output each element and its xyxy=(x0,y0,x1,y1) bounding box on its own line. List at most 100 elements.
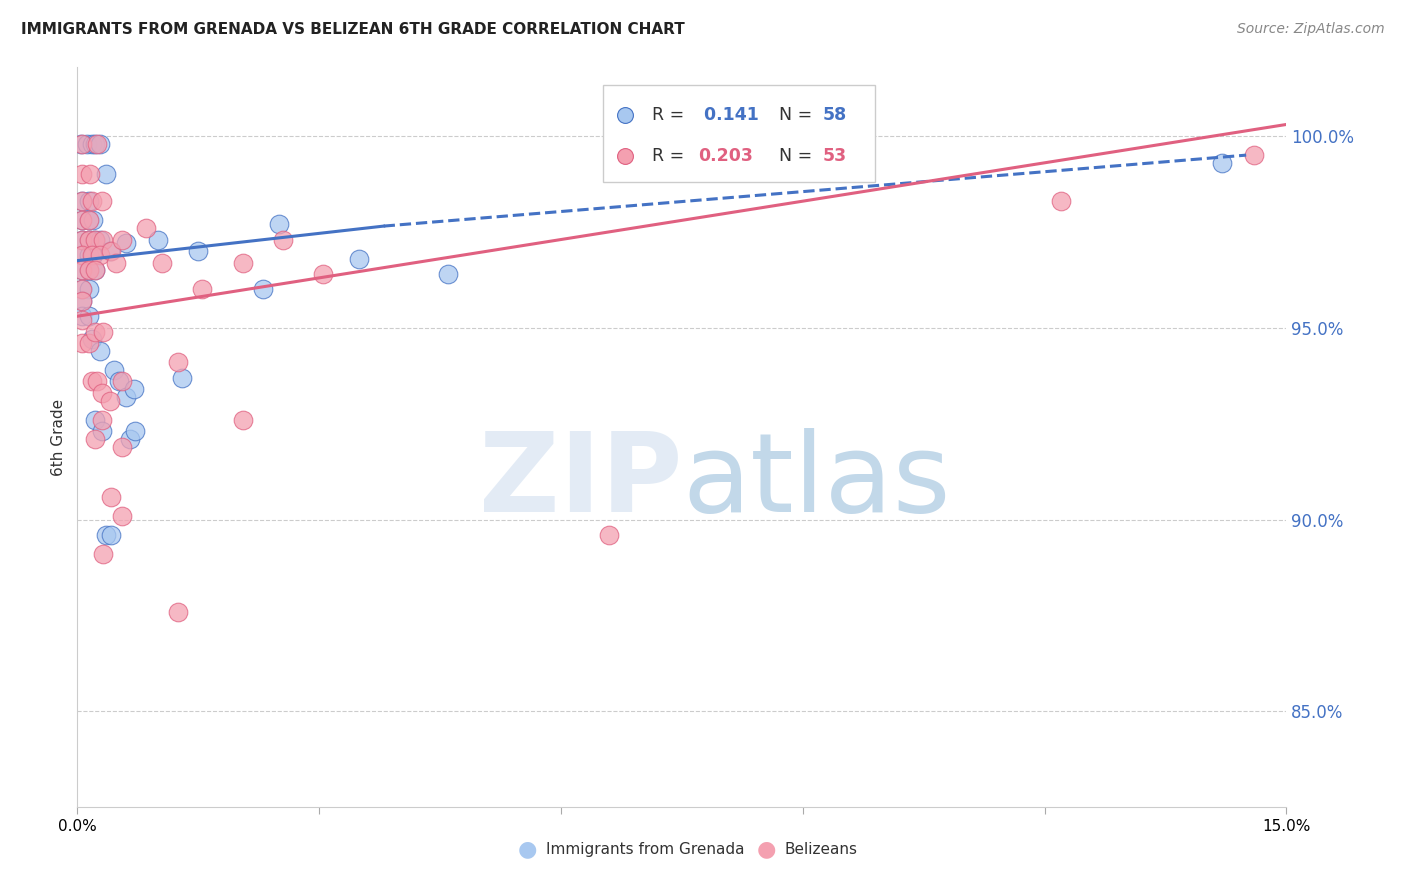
Point xyxy=(84,263,107,277)
Point xyxy=(77,194,100,209)
Point xyxy=(77,248,100,262)
Text: 0.141: 0.141 xyxy=(697,106,758,124)
Point xyxy=(91,547,114,561)
Point xyxy=(70,136,93,151)
Text: ●: ● xyxy=(756,839,776,859)
Point xyxy=(70,248,93,262)
Point xyxy=(77,336,100,351)
Text: 53: 53 xyxy=(823,147,846,165)
Point xyxy=(118,432,141,446)
Point xyxy=(91,233,114,247)
Point xyxy=(187,244,209,258)
Point xyxy=(252,282,274,296)
Point xyxy=(70,310,93,324)
Point xyxy=(84,325,107,339)
Point xyxy=(77,263,100,277)
Point xyxy=(70,293,93,308)
Point xyxy=(89,233,111,247)
Point xyxy=(191,282,214,296)
Point xyxy=(70,263,93,277)
Text: ZIP: ZIP xyxy=(478,428,682,535)
Point xyxy=(103,363,125,377)
Point xyxy=(105,255,128,269)
Text: Immigrants from Grenada: Immigrants from Grenada xyxy=(546,842,744,856)
Point xyxy=(80,248,103,262)
Point xyxy=(91,325,114,339)
Point xyxy=(167,605,190,619)
Point xyxy=(267,217,290,231)
Text: ●: ● xyxy=(517,839,537,859)
Text: Belizeans: Belizeans xyxy=(785,842,858,856)
Point xyxy=(84,233,107,247)
Point xyxy=(114,390,136,404)
Point xyxy=(90,425,112,439)
Point xyxy=(89,136,111,151)
Point xyxy=(70,136,93,151)
Point xyxy=(122,382,145,396)
Point xyxy=(167,355,190,369)
Point xyxy=(90,413,112,427)
Point xyxy=(70,282,93,296)
Text: R =: R = xyxy=(652,106,689,124)
Point xyxy=(80,136,103,151)
Point xyxy=(768,136,790,151)
Point xyxy=(77,213,100,227)
Point xyxy=(111,233,134,247)
Point xyxy=(349,252,371,266)
Point xyxy=(271,233,294,247)
Point xyxy=(84,413,107,427)
Point xyxy=(232,255,254,269)
Point xyxy=(86,136,108,151)
Point xyxy=(70,336,93,351)
Point xyxy=(70,248,93,262)
Point xyxy=(1211,156,1233,170)
Point xyxy=(77,233,100,247)
Point xyxy=(100,528,122,542)
Point xyxy=(70,313,93,327)
Text: atlas: atlas xyxy=(682,428,950,535)
Point xyxy=(727,136,749,151)
Point xyxy=(135,221,157,235)
Point xyxy=(80,332,103,346)
Point xyxy=(111,440,134,454)
Point xyxy=(598,528,620,542)
Point xyxy=(94,167,117,181)
Point xyxy=(172,370,194,384)
Text: N =: N = xyxy=(768,147,817,165)
Text: N =: N = xyxy=(768,106,817,124)
Point xyxy=(70,213,93,227)
Point xyxy=(312,267,335,281)
Text: 0.203: 0.203 xyxy=(697,147,752,165)
Point xyxy=(70,194,93,209)
Point xyxy=(94,528,117,542)
Point xyxy=(82,248,104,262)
Point xyxy=(80,194,103,209)
Y-axis label: 6th Grade: 6th Grade xyxy=(51,399,66,475)
Point xyxy=(77,263,100,277)
Text: R =: R = xyxy=(652,147,689,165)
Point xyxy=(77,233,100,247)
Point xyxy=(70,194,93,209)
Point xyxy=(70,213,93,227)
Point xyxy=(70,233,93,247)
Point xyxy=(86,375,108,389)
Point xyxy=(100,244,122,258)
Point xyxy=(647,136,669,151)
Point xyxy=(70,263,93,277)
Point xyxy=(150,255,173,269)
Point xyxy=(79,167,101,181)
Text: IMMIGRANTS FROM GRENADA VS BELIZEAN 6TH GRADE CORRELATION CHART: IMMIGRANTS FROM GRENADA VS BELIZEAN 6TH … xyxy=(21,22,685,37)
Point xyxy=(76,136,98,151)
Point xyxy=(146,233,169,247)
Point xyxy=(111,508,134,523)
Point xyxy=(84,233,107,247)
Point xyxy=(70,282,93,296)
Point xyxy=(70,293,93,308)
Point xyxy=(70,233,93,247)
Point xyxy=(84,263,107,277)
Point xyxy=(100,490,122,504)
Point xyxy=(437,267,460,281)
Point xyxy=(82,213,104,227)
Point xyxy=(89,343,111,358)
Point xyxy=(114,236,136,251)
